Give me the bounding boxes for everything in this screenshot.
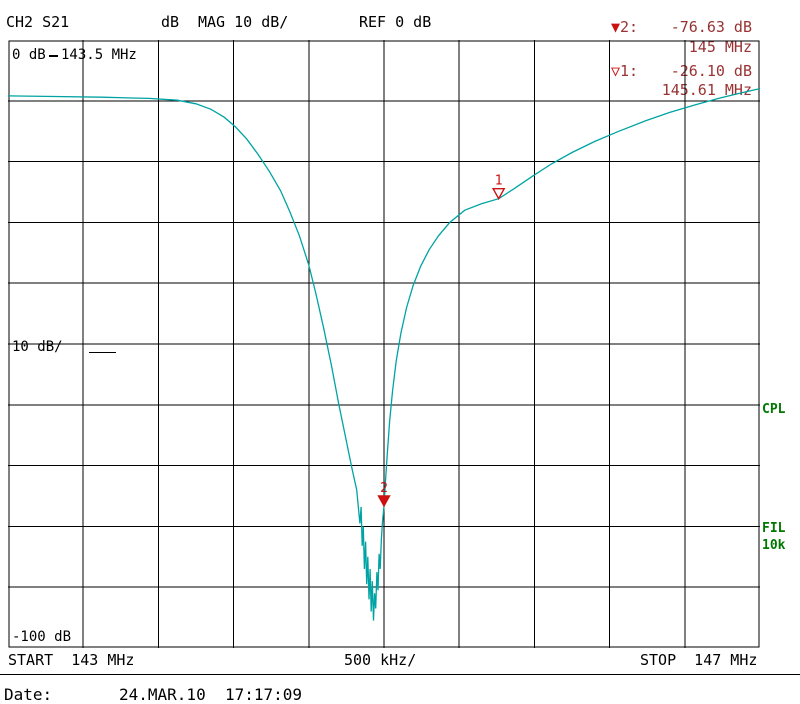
span-per-div-label: 500 kHz/: [344, 651, 417, 669]
marker-1-number: 1: [495, 174, 503, 189]
marker-1-symbol: [491, 187, 506, 201]
grid-lines: [8, 40, 760, 648]
marker1-value: -26.10 dB: [670, 62, 752, 80]
marker1-hollow-triangle-icon: ▽: [611, 62, 621, 80]
s21-trace: [8, 87, 760, 621]
stop-frequency-label: STOP 147 MHz: [640, 651, 758, 669]
date-label: Date:: [4, 685, 53, 704]
ref-label: REF 0 dB: [359, 13, 432, 31]
marker2-value: -76.63 dB: [670, 18, 752, 36]
marker2-filled-triangle-icon: ▼: [611, 18, 621, 36]
plot-area: 21: [8, 40, 760, 648]
scale-per-div-label: 10 dB/: [12, 339, 63, 355]
marker-2-symbol: [377, 495, 391, 508]
ref-marker-freq-label: 143.5 MHz: [61, 47, 137, 63]
bottom-level-label: -100 dB: [12, 629, 72, 645]
marker2-id: 2:: [620, 18, 639, 36]
marker2-readout-label: ▼2:: [611, 18, 638, 36]
date-value: 24.MAR.10 17:17:09: [119, 685, 303, 704]
ref-level-tick: [49, 55, 58, 57]
filter-status-label: FIL: [762, 521, 786, 536]
start-frequency-label: START 143 MHz: [8, 651, 135, 669]
marker1-frequency: 145.61 MHz: [661, 81, 752, 99]
marker2-frequency: 145 MHz: [688, 38, 752, 56]
footer-divider: [0, 674, 800, 675]
trace-markers: 21: [377, 174, 506, 508]
scale-tick: [89, 352, 116, 353]
channel-label: CH2 S21: [6, 13, 70, 31]
marker1-id: 1:: [620, 62, 639, 80]
coupling-status-label: CPL: [762, 402, 786, 417]
ref-level-label: 0 dB: [12, 47, 46, 63]
filter-bandwidth-label: 10k: [762, 538, 786, 553]
marker-2-number: 2: [380, 481, 388, 496]
unit-label: dB: [161, 13, 180, 31]
format-label: MAG 10 dB/: [198, 13, 289, 31]
marker1-readout-label: ▽1:: [611, 62, 638, 80]
